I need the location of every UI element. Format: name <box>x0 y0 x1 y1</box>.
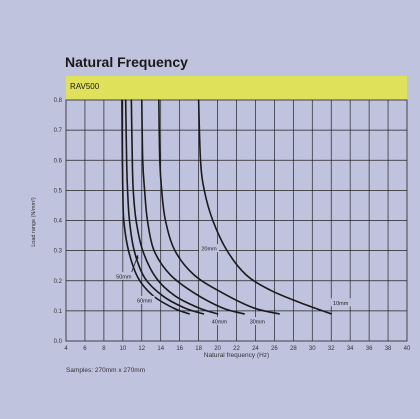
annotation-10mm: 10mm <box>333 301 349 307</box>
x-tick-label: 18 <box>195 346 202 352</box>
annotation-50mm: 50mm <box>116 274 132 280</box>
annotation-bg <box>199 244 220 253</box>
series-20mm <box>158 99 280 315</box>
y-tick-label: 0.3 <box>54 249 63 255</box>
x-tick-label: 34 <box>347 346 354 352</box>
series-30mm <box>140 99 245 315</box>
x-tick-label: 36 <box>366 346 373 352</box>
x-tick-label: 20 <box>214 346 221 352</box>
annotation-bg <box>247 317 268 326</box>
x-tick-label: 10 <box>119 346 126 352</box>
annotation-bg <box>330 298 351 307</box>
x-tick-label: 22 <box>233 346 240 352</box>
model-label: RAV500 <box>70 82 100 91</box>
annotation-60mm: 60mm <box>137 298 153 304</box>
series-40mm <box>130 99 219 315</box>
annotation-bg <box>113 271 134 280</box>
chart-title: Natural Frequency <box>65 54 188 70</box>
x-tick-label: 30 <box>309 346 316 352</box>
x-axis-label: Natural frequency (Hz) <box>203 352 270 359</box>
annotation-20mm: 20mm <box>201 247 217 253</box>
series-10mm <box>197 99 333 315</box>
y-axis-label: Load range (N/mm²) <box>31 197 37 247</box>
annotation-bg <box>209 317 230 326</box>
annotation-40mm: 40mm <box>212 320 228 326</box>
x-tick-label: 6 <box>83 346 87 352</box>
model-band: RAV500 <box>66 76 407 100</box>
annotation-30mm: 30mm <box>250 320 266 326</box>
y-tick-label: 0.0 <box>54 339 63 345</box>
series-60mm <box>121 99 190 315</box>
x-tick-label: 24 <box>252 346 259 352</box>
y-tick-label: 0.8 <box>54 98 63 104</box>
arrow-head <box>135 255 139 260</box>
y-tick-label: 0.5 <box>54 188 63 194</box>
annotation-bg <box>134 295 155 304</box>
x-tick-label: 26 <box>271 346 278 352</box>
x-tick-label: 40 <box>404 346 411 352</box>
x-tick-label: 28 <box>290 346 297 352</box>
x-tick-label: 32 <box>328 346 335 352</box>
y-tick-label: 0.2 <box>54 279 63 285</box>
x-tick-label: 8 <box>102 346 106 352</box>
y-tick-label: 0.1 <box>54 309 63 315</box>
x-tick-label: 4 <box>64 346 68 352</box>
x-tick-label: 12 <box>138 346 145 352</box>
y-tick-label: 0.7 <box>54 128 63 134</box>
y-tick-label: 0.4 <box>54 219 63 225</box>
x-tick-label: 38 <box>385 346 392 352</box>
sample-note: Samples: 270mm x 270mm <box>66 367 146 374</box>
x-tick-label: 14 <box>157 346 164 352</box>
series-50mm <box>124 99 205 315</box>
x-tick-label: 16 <box>176 346 183 352</box>
y-tick-label: 0.6 <box>54 158 63 164</box>
